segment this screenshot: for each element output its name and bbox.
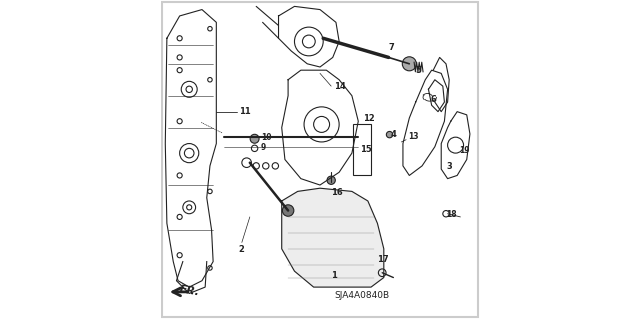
Text: 1: 1 — [331, 271, 337, 279]
Text: 4: 4 — [390, 130, 396, 139]
Text: 19: 19 — [459, 146, 469, 155]
Text: 13: 13 — [408, 132, 418, 141]
Circle shape — [250, 134, 259, 143]
Text: 17: 17 — [378, 255, 389, 263]
Text: FR.: FR. — [178, 285, 200, 298]
Text: SJA4A0840B: SJA4A0840B — [334, 291, 389, 300]
Text: 18: 18 — [446, 210, 456, 219]
Bar — [353, 124, 371, 175]
Text: 2: 2 — [239, 245, 244, 254]
Text: 5: 5 — [416, 66, 422, 75]
Circle shape — [387, 131, 393, 138]
Circle shape — [327, 176, 335, 184]
Circle shape — [403, 57, 417, 71]
Text: 12: 12 — [363, 114, 375, 123]
Text: 14: 14 — [334, 82, 346, 91]
Text: 3: 3 — [446, 162, 452, 171]
Text: 7: 7 — [389, 43, 395, 52]
Text: 10: 10 — [261, 133, 271, 142]
Text: 11: 11 — [239, 107, 250, 116]
Text: 9: 9 — [261, 143, 266, 152]
Circle shape — [282, 205, 294, 216]
Polygon shape — [282, 188, 384, 287]
Text: 16: 16 — [331, 188, 343, 197]
Text: 6: 6 — [430, 95, 436, 104]
Text: 15: 15 — [360, 145, 372, 153]
